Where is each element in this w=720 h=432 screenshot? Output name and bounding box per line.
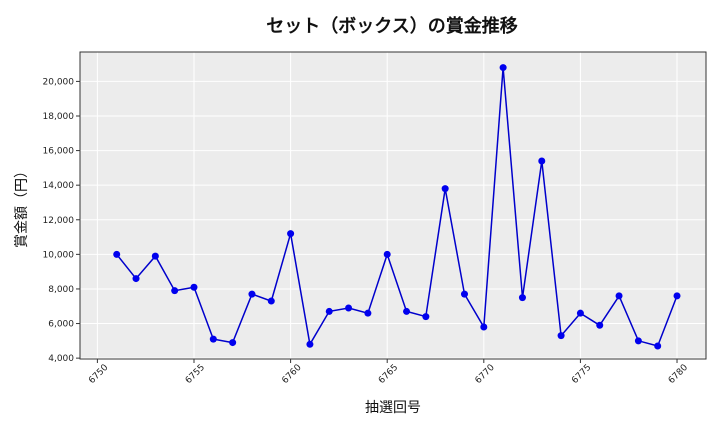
x-tick-label: 6750 bbox=[87, 363, 110, 386]
data-point bbox=[306, 340, 314, 348]
data-point bbox=[654, 342, 662, 350]
y-tick-label: 20,000 bbox=[43, 77, 75, 87]
y-tick-label: 10,000 bbox=[43, 250, 75, 260]
x-tick-label: 6780 bbox=[667, 363, 690, 386]
data-point bbox=[248, 290, 256, 298]
data-point bbox=[267, 297, 275, 305]
y-tick-label: 6,000 bbox=[48, 320, 74, 330]
plot-frame bbox=[79, 51, 707, 360]
x-tick-label: 6770 bbox=[474, 363, 497, 386]
data-point bbox=[596, 321, 604, 329]
data-point bbox=[171, 287, 179, 295]
data-point bbox=[460, 290, 468, 298]
data-point bbox=[345, 304, 353, 312]
data-point bbox=[673, 292, 681, 300]
data-point bbox=[364, 309, 372, 317]
data-point bbox=[287, 230, 295, 238]
data-point bbox=[615, 292, 623, 300]
data-point bbox=[190, 283, 198, 291]
x-tick-label: 6765 bbox=[377, 363, 400, 386]
data-point bbox=[132, 275, 140, 283]
data-point bbox=[151, 252, 159, 260]
y-axis-label: 賞金額（円） bbox=[14, 164, 30, 248]
data-point bbox=[422, 313, 430, 321]
y-tick-label: 18,000 bbox=[43, 112, 75, 122]
data-point bbox=[383, 250, 391, 258]
x-axis-label: 抽選回号 bbox=[365, 400, 421, 416]
series-line bbox=[116, 67, 678, 347]
data-point bbox=[576, 309, 584, 317]
x-tick-label: 6760 bbox=[280, 363, 303, 386]
series bbox=[113, 64, 681, 350]
plot-area bbox=[80, 52, 706, 359]
x-tick-label: 6775 bbox=[570, 363, 593, 386]
data-point bbox=[499, 64, 507, 72]
data-point bbox=[113, 250, 121, 258]
data-point bbox=[209, 335, 217, 343]
data-point bbox=[325, 307, 333, 315]
data-point bbox=[441, 185, 449, 193]
data-point bbox=[403, 307, 411, 315]
data-point bbox=[518, 294, 526, 302]
chart-title: セット（ボックス）の賞金推移 bbox=[266, 15, 517, 37]
y-tick-label: 12,000 bbox=[43, 216, 75, 226]
y-tick-label: 4,000 bbox=[48, 354, 74, 364]
y-tick-label: 16,000 bbox=[43, 147, 75, 157]
y-tick-label: 14,000 bbox=[43, 181, 75, 191]
data-point bbox=[634, 337, 642, 345]
data-point bbox=[538, 157, 546, 165]
data-point bbox=[480, 323, 488, 331]
y-tick-label: 8,000 bbox=[48, 285, 74, 295]
x-tick-label: 6755 bbox=[184, 363, 207, 386]
data-point bbox=[557, 332, 565, 340]
data-point bbox=[229, 339, 237, 347]
